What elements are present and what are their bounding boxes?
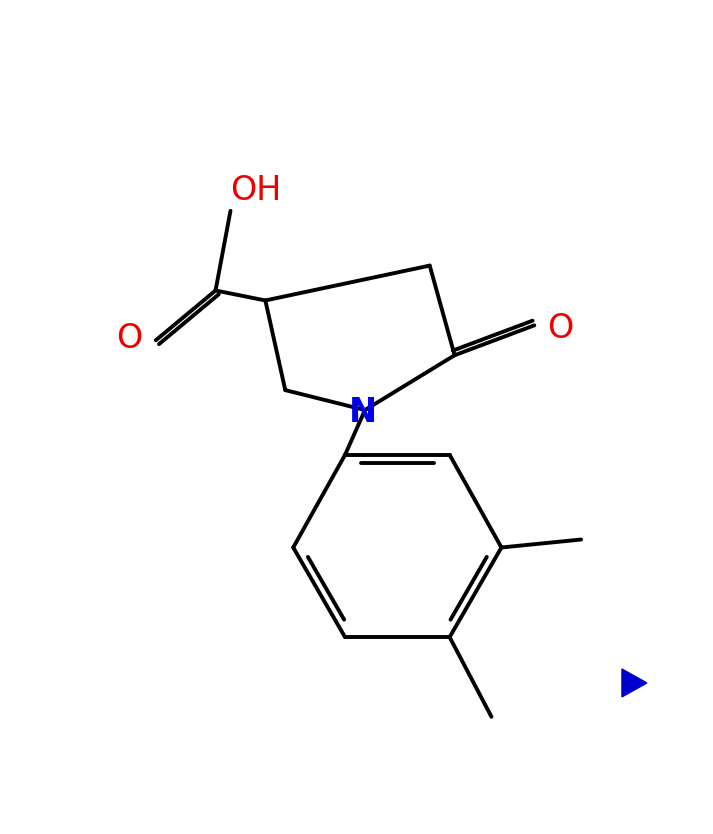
Text: OH: OH <box>230 174 282 208</box>
Text: O: O <box>548 312 573 344</box>
Polygon shape <box>622 669 647 697</box>
Text: N: N <box>349 395 377 429</box>
Text: O: O <box>116 322 142 354</box>
